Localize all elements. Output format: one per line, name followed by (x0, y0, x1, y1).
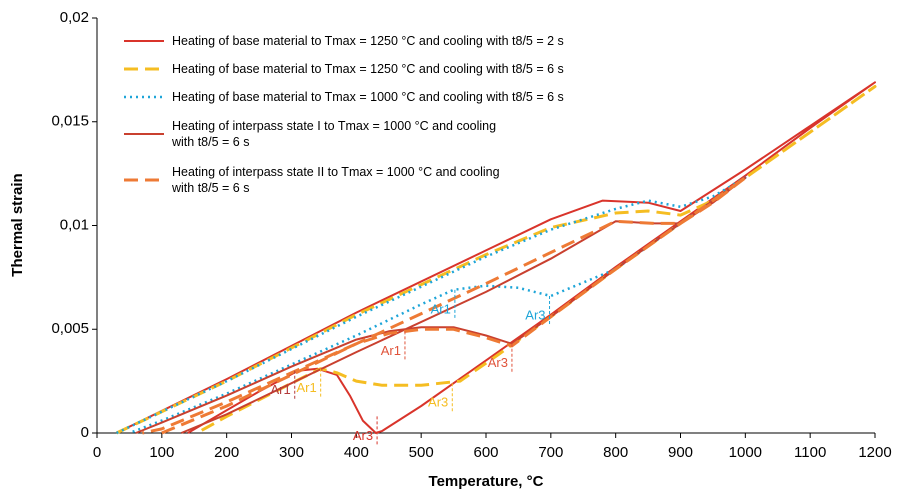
legend-item: Heating of base material to Tmax = 1250 … (122, 62, 564, 76)
annotation: Ar1 (296, 380, 316, 395)
legend-item: Heating of interpass state II to Tmax = … (122, 164, 564, 196)
legend-label: Heating of interpass state I to Tmax = 1… (172, 119, 497, 149)
y-tick-label: 0,005 (51, 320, 89, 337)
annotation: Ar1 (431, 301, 451, 316)
legend-item: Heating of base material to Tmax = 1000 … (122, 90, 564, 104)
annotation: Ar3 (488, 355, 508, 370)
x-tick-label: 700 (538, 444, 563, 461)
annotation: Ar1 (381, 343, 401, 358)
y-tick-label: 0,01 (60, 216, 89, 233)
line (142, 176, 747, 435)
x-tick-label: 1000 (729, 444, 762, 461)
legend-label: Heating of interpass state II to Tmax = … (172, 165, 500, 195)
x-tick-label: 600 (473, 444, 498, 461)
line (116, 81, 876, 434)
annotation: Ar3 (353, 428, 373, 443)
line (115, 176, 747, 435)
legend-swatch (124, 178, 164, 182)
x-axis-label: Temperature, °C (429, 473, 544, 490)
annotation: Ar3 (428, 395, 448, 410)
legend-label: Heating of base material to Tmax = 1250 … (172, 34, 564, 48)
x-tick-label: 1100 (794, 444, 826, 461)
x-tick-label: 200 (214, 444, 239, 461)
x-tick-label: 0 (93, 444, 101, 461)
legend-swatch (124, 95, 164, 99)
y-axis-label: Thermal strain (9, 173, 26, 276)
legend-swatch (124, 40, 164, 42)
annotation: Ar3 (525, 307, 545, 322)
y-tick-label: 0,02 (60, 9, 89, 26)
line (115, 85, 877, 435)
x-tick-label: 100 (149, 444, 174, 461)
legend-item: Heating of base material to Tmax = 1250 … (122, 34, 564, 48)
x-tick-label: 900 (668, 444, 693, 461)
x-tick-label: 800 (603, 444, 628, 461)
legend-label: Heating of base material to Tmax = 1000 … (172, 90, 564, 104)
y-tick-label: 0 (81, 424, 89, 441)
legend-label: Heating of base material to Tmax = 1250 … (172, 62, 564, 76)
x-tick-label: 300 (279, 444, 304, 461)
x-tick-label: 400 (344, 444, 369, 461)
legend-item: Heating of interpass state I to Tmax = 1… (122, 118, 564, 150)
y-tick-label: 0,015 (51, 113, 89, 130)
legend: Heating of base material to Tmax = 1250 … (122, 34, 564, 196)
legend-swatch (124, 133, 164, 135)
legend-swatch (124, 67, 164, 71)
x-tick-label: 500 (409, 444, 434, 461)
x-tick-label: 1200 (858, 444, 891, 461)
annotation: Ar1 (271, 382, 291, 397)
